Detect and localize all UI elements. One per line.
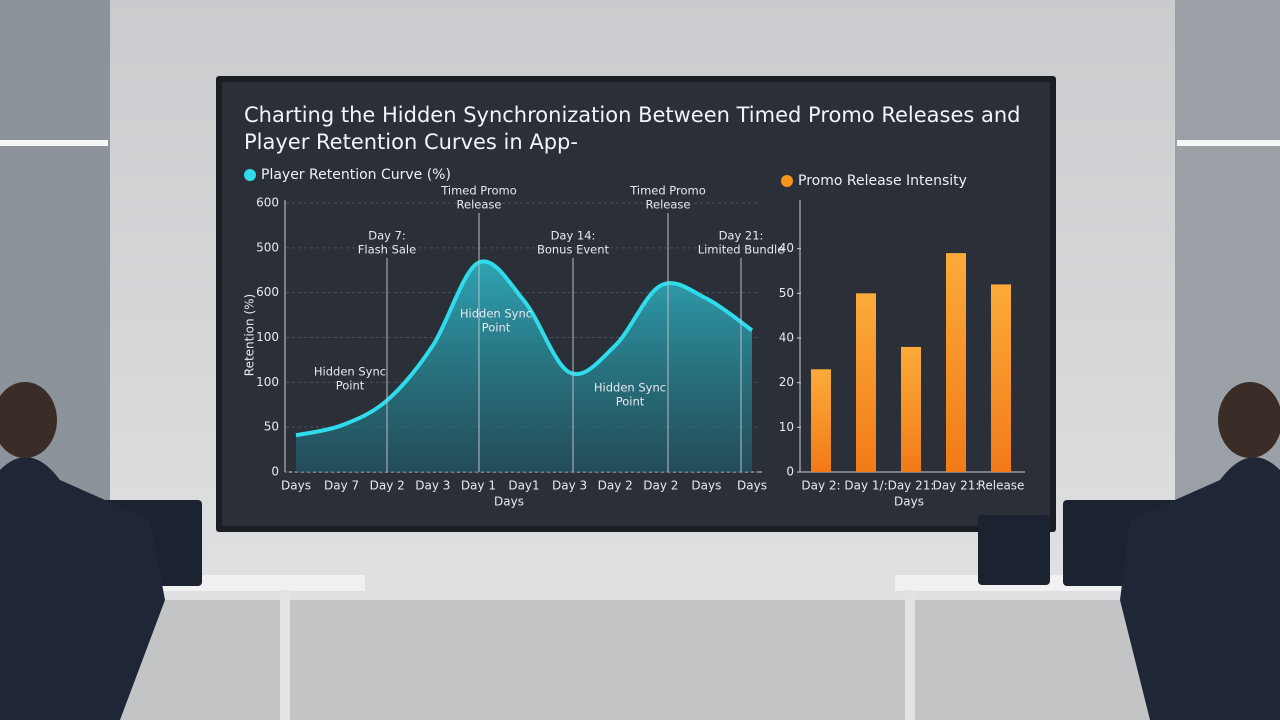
x-tick-label: Day 1/:: [844, 479, 887, 493]
annotation: Release: [646, 198, 691, 212]
x-tick-label: Day 7: [324, 479, 359, 493]
annotation: Timed Promo: [440, 184, 517, 198]
y-tick-label: 600: [256, 285, 279, 299]
legend-label: Player Retention Curve (%): [261, 167, 451, 183]
person-right-head: [1218, 382, 1280, 458]
annotation: Day 21:: [719, 229, 764, 243]
y-tick-label: 0: [786, 465, 794, 479]
annotation: Day 7:: [368, 229, 406, 243]
x-tick-label: Day 2: [370, 479, 405, 493]
y-tick-label: 10: [779, 420, 794, 434]
desk-leg: [905, 590, 915, 720]
legend-swatch: [781, 175, 793, 187]
y-tick-label: 40: [779, 241, 794, 255]
x-tick-label: Day 2:: [801, 479, 840, 493]
person-right: [1120, 457, 1280, 720]
x-tick-label: Release: [978, 479, 1025, 493]
desk-leg: [280, 590, 290, 720]
bar: [991, 284, 1011, 472]
y-tick-label: 0: [271, 465, 279, 479]
ceiling-light: [0, 140, 108, 146]
bar: [946, 253, 966, 472]
y-axis-label: Retention (%): [243, 294, 257, 376]
y-tick-label: 100: [256, 375, 279, 389]
annotation: Bonus Event: [537, 243, 610, 257]
line: [295, 259, 754, 438]
x-tick-label: Days: [281, 479, 311, 493]
annotation: Hidden Sync: [314, 365, 386, 379]
x-tick-label: Days: [691, 479, 721, 493]
annotation: Timed Promo: [629, 184, 706, 198]
annotation: Limited Bundle: [698, 243, 785, 257]
x-tick-label: Day 2: [643, 479, 678, 493]
annotation: Flash Sale: [358, 243, 416, 257]
annotation: Point: [336, 379, 365, 393]
y-tick-label: 50: [779, 286, 794, 300]
annotation: Release: [457, 198, 502, 212]
legend-label: Promo Release Intensity: [798, 173, 967, 189]
y-tick-label: 50: [264, 420, 279, 434]
annotation: Point: [616, 395, 645, 409]
bar: [901, 346, 921, 472]
x-tick-label: Days: [737, 479, 767, 493]
x-tick-label: Day1: [508, 479, 539, 493]
bar: [856, 293, 876, 472]
y-tick-label: 40: [779, 331, 794, 345]
x-tick-label: Day 1: [461, 479, 496, 493]
bar: [811, 369, 831, 472]
y-tick-label: 500: [256, 240, 279, 254]
chart-title: Player Retention Curves in App-: [244, 130, 578, 154]
y-tick-label: 600: [256, 196, 279, 210]
annotation: Point: [482, 321, 511, 335]
ceiling-light: [1177, 140, 1280, 146]
x-axis-label: Days: [494, 495, 524, 509]
x-tick-label: Day 3: [415, 479, 450, 493]
x-tick-label: Day 2: [598, 479, 633, 493]
x-tick-label: Day 21:: [933, 479, 980, 493]
y-tick-label: 100: [256, 330, 279, 344]
annotation: Hidden Sync: [460, 307, 532, 321]
tablet: [978, 515, 1050, 585]
x-axis-label: Days: [894, 495, 924, 509]
person-left-head: [0, 382, 57, 458]
x-tick-label: Day 21:: [888, 479, 935, 493]
chart-title: Charting the Hidden Synchronization Betw…: [244, 103, 1021, 127]
legend-swatch: [244, 169, 256, 181]
x-tick-label: Day 3: [552, 479, 587, 493]
annotation: Day 14:: [551, 229, 596, 243]
y-tick-label: 20: [779, 375, 794, 389]
annotation: Hidden Sync: [594, 381, 666, 395]
person-left: [0, 457, 165, 720]
floor: [0, 600, 1280, 720]
